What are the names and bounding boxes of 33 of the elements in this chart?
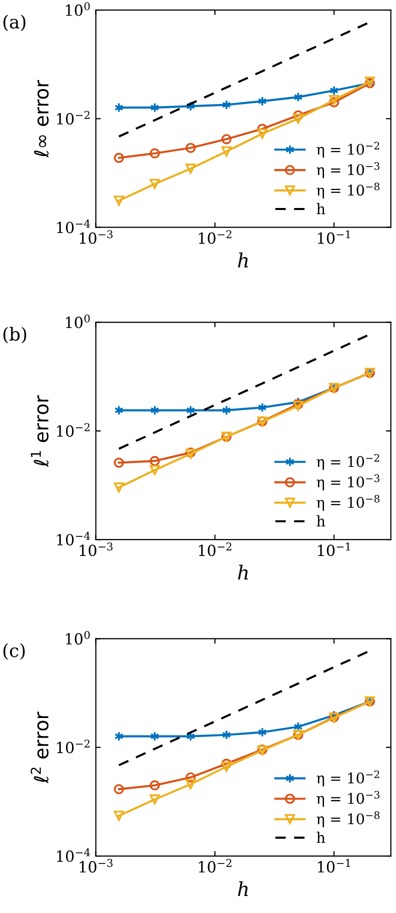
x-tick-label: 10$^{−1}$ [318,542,350,556]
x-axis-title: h [238,252,248,268]
x-tick-label: 10$^{−2}$ [198,858,232,873]
x-axis-title: h [238,881,248,896]
y-tick-label: 10$^{0}$ [66,630,90,645]
legend-label: h [316,203,326,214]
x-tick-label: 10$^{−2}$ [198,542,232,556]
legend-label: η = 10$^{−2}$ [316,770,380,786]
y-tick-label: 10$^{−2}$ [57,110,90,125]
legend-label: η = 10$^{−8}$ [316,811,380,828]
legend-label: η = 10$^{−3}$ [316,790,380,807]
y-axis-title: ℓ$^{2}$ error [30,712,49,784]
y-tick-label: 10$^{0}$ [66,314,90,328]
y-tick-label: 10$^{−2}$ [57,423,90,437]
y-tick-label: 10$^{−2}$ [57,740,90,754]
x-axis-title: h [238,564,248,580]
legend-label: η = 10$^{−2}$ [316,142,380,158]
y-axis-title: ℓ$^{1}$ error [30,395,49,467]
legend-label: η = 10$^{−8}$ [316,182,380,199]
legend-label: h [316,832,326,843]
text: (b) [3,326,26,344]
y-axis-title: ℓ∞ error [34,80,49,158]
legend-label: η = 10$^{−2}$ [316,454,380,470]
x-tick-label: 10$^{−1}$ [318,858,350,873]
legend-label: η = 10$^{−3}$ [316,162,380,178]
legend-label: η = 10$^{−3}$ [316,474,380,490]
x-tick-label: 10$^{−2}$ [198,230,232,244]
y-tick-label: 10$^{0}$ [66,2,90,16]
legend-label: h [316,515,326,526]
text: (c) [3,643,25,660]
legend-label: η = 10$^{−8}$ [316,494,380,511]
text: (a) [3,14,26,32]
x-tick-label: 10$^{−1}$ [318,230,350,244]
